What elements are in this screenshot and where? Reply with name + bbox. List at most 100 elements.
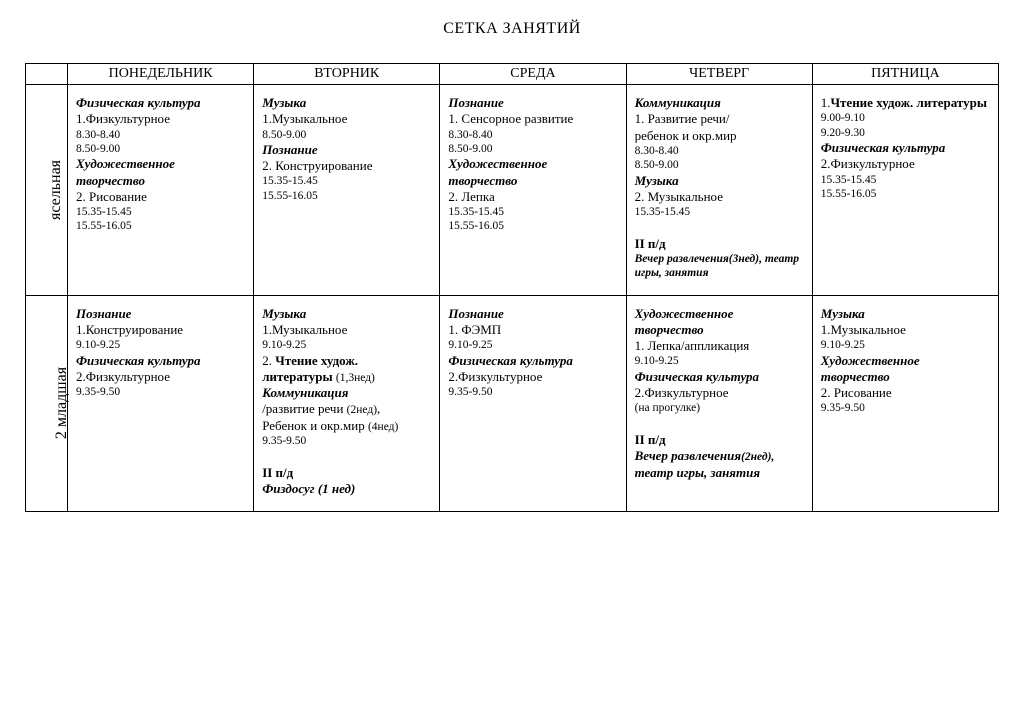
cell-line: 9.35-9.50 [448,385,617,399]
cell-line: Музыка [262,95,431,111]
cell-line: 1. Развитие речи/ [635,111,804,127]
cell-line: 2.Физкультурное [448,369,617,385]
cell-line: 15.55-16.05 [76,219,245,233]
cell-line: Физическая культура [448,353,617,369]
cell-line: Физическая культура [821,140,990,156]
cell-line: Художественное творчество [635,306,804,339]
schedule-cell: Музыка1.Музыкальное9.10-9.252. Чтение ху… [254,295,440,512]
cell-line: 8.50-9.00 [76,142,245,156]
cell-line: Физическая культура [76,353,245,369]
cell-line: Познание [448,95,617,111]
cell-line: 15.35-15.45 [448,205,617,219]
cell-line: 2. Рисование [821,385,990,401]
schedule-cell: Познание1. ФЭМП9.10-9.25Физическая культ… [440,295,626,512]
cell-line: Художественное творчество [448,156,617,189]
cell-line: 15.35-15.45 [76,205,245,219]
cell-line: Коммуникация [262,385,431,401]
cell-line: 8.50-9.00 [262,128,431,142]
header-row: ПОНЕДЕЛЬНИК ВТОРНИК СРЕДА ЧЕТВЕРГ ПЯТНИЦ… [26,64,999,85]
cell-line [635,416,804,432]
day-header: СРЕДА [440,64,626,85]
schedule-cell: Музыка1.Музыкальное8.50-9.00Познание2. К… [254,85,440,296]
cell-line: 1.Музыкальное [262,111,431,127]
cell-line: Ребенок и окр.мир (4нед) [262,418,431,434]
cell-line: 9.35-9.50 [262,434,431,448]
cell-line: 15.35-15.45 [821,173,990,187]
cell-line: II п/д [262,465,431,481]
cell-line: 2. Рисование [76,189,245,205]
cell-line: 15.55-16.05 [821,187,990,201]
cell-line: Познание [448,306,617,322]
cell-line: II п/д [635,432,804,448]
cell-line: 2. Чтение худож. литературы (1,3нед) [262,353,431,386]
cell-line: 1.Музыкальное [262,322,431,338]
cell-line: Познание [262,142,431,158]
cell-line: 8.30-8.40 [76,128,245,142]
schedule-cell: Физическая культура1.Физкультурное8.30-8… [68,85,254,296]
schedule-cell: Музыка1.Музыкальное9.10-9.25Художественн… [812,295,998,512]
cell-line: ребенок и окр.мир [635,128,804,144]
cell-line: 9.10-9.25 [821,338,990,352]
cell-line: 1.Чтение худож. литературы [821,95,990,111]
cell-line: 9.10-9.25 [76,338,245,352]
cell-line: Музыка [262,306,431,322]
schedule-cell: Познание1. Сенсорное развитие 8.30-8.40 … [440,85,626,296]
schedule-cell: 1.Чтение худож. литературы9.00-9.109.20-… [812,85,998,296]
corner-cell [26,64,68,85]
cell-line: 2. Музыкальное [635,189,804,205]
cell-line: /развитие речи (2нед), [262,401,431,417]
group-label: ясельная [26,85,68,296]
cell-line: 15.35-15.45 [262,174,431,188]
cell-line: Физдосуг (1 нед) [262,481,431,497]
cell-line: 1. Лепка/аппликация [635,338,804,354]
cell-line: Вечер развлечения(3нед), театр игры, зан… [635,252,804,281]
cell-line [262,449,431,465]
cell-line: 9.35-9.50 [76,385,245,399]
cell-line: театр игры, занятия [635,465,804,481]
cell-line: 9.00-9.10 [821,111,990,125]
schedule-cell: Художественное творчество1. Лепка/апплик… [626,295,812,512]
cell-line: 1.Музыкальное [821,322,990,338]
group-row: 2 младшаяПознание1.Конструирование9.10-9… [26,295,999,512]
schedule-cell: Познание1.Конструирование9.10-9.25Физиче… [68,295,254,512]
cell-line: 15.35-15.45 [635,205,804,219]
cell-line: 8.50-9.00 [635,158,804,172]
cell-line: II п/д [635,236,804,252]
day-header: ЧЕТВЕРГ [626,64,812,85]
cell-line: Музыка [821,306,990,322]
cell-line: 9.10-9.25 [635,354,804,368]
page-title: СЕТКА ЗАНЯТИЙ [25,20,999,38]
cell-line: 1. ФЭМП [448,322,617,338]
cell-line: 2. Конструирование [262,158,431,174]
cell-line: 9.10-9.25 [262,338,431,352]
cell-line: Физическая культура [76,95,245,111]
cell-line: Художественное творчество [76,156,245,189]
cell-line: Физическая культура [635,369,804,385]
cell-line: 8.30-8.40 [448,128,617,142]
group-label: 2 младшая [26,295,68,512]
cell-line: Коммуникация [635,95,804,111]
cell-line: Вечер развлечения(2нед), [635,448,804,464]
cell-line: 1.Конструирование [76,322,245,338]
schedule-table: ПОНЕДЕЛЬНИК ВТОРНИК СРЕДА ЧЕТВЕРГ ПЯТНИЦ… [25,63,999,512]
cell-line: Познание [76,306,245,322]
cell-line: 2.Физкультурное [635,385,804,401]
cell-line: 9.35-9.50 [821,401,990,415]
cell-line: 2.Физкультурное [76,369,245,385]
cell-line: Музыка [635,173,804,189]
cell-line: 8.50-9.00 [448,142,617,156]
cell-line: 1. Сенсорное развитие [448,111,617,127]
cell-line: 1.Физкультурное [76,111,245,127]
cell-line: 9.10-9.25 [448,338,617,352]
cell-line: 15.55-16.05 [262,189,431,203]
cell-line: 8.30-8.40 [635,144,804,158]
day-header: ПОНЕДЕЛЬНИК [68,64,254,85]
cell-line: (на прогулке) [635,401,804,415]
group-row: ясельнаяФизическая культура1.Физкультурн… [26,85,999,296]
cell-line: Художественное творчество [821,353,990,386]
cell-line: 2. Лепка [448,189,617,205]
cell-line: 2.Физкультурное [821,156,990,172]
cell-line [635,219,804,235]
schedule-cell: Коммуникация1. Развитие речи/ребенок и о… [626,85,812,296]
day-header: ПЯТНИЦА [812,64,998,85]
